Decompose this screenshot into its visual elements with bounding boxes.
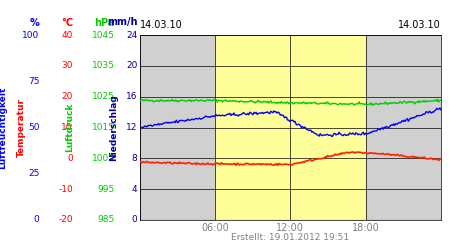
Text: 1045: 1045 — [92, 30, 115, 40]
Text: 1035: 1035 — [92, 61, 115, 70]
Text: 985: 985 — [98, 216, 115, 224]
Text: %: % — [30, 18, 40, 28]
Text: 12: 12 — [126, 123, 137, 132]
Text: Temperatur: Temperatur — [17, 98, 26, 157]
Text: 20: 20 — [62, 92, 73, 101]
Text: -10: -10 — [58, 185, 73, 194]
Text: 0: 0 — [131, 216, 137, 224]
Text: 8: 8 — [131, 154, 137, 163]
Text: 16: 16 — [126, 92, 137, 101]
Text: Erstellt: 19.01.2012 19:51: Erstellt: 19.01.2012 19:51 — [231, 234, 349, 242]
Text: 14.03.10: 14.03.10 — [398, 20, 441, 30]
Text: 0: 0 — [34, 216, 40, 224]
Text: Luftdruck: Luftdruck — [65, 103, 74, 152]
Text: 0: 0 — [67, 154, 73, 163]
Text: 24: 24 — [126, 30, 137, 40]
Text: 50: 50 — [28, 123, 40, 132]
Text: 40: 40 — [62, 30, 73, 40]
Text: 14.03.10: 14.03.10 — [140, 20, 182, 30]
Text: 100: 100 — [22, 30, 40, 40]
Text: 30: 30 — [61, 61, 73, 70]
Text: 995: 995 — [98, 185, 115, 194]
Text: mm/h: mm/h — [107, 18, 137, 28]
Text: -20: -20 — [58, 216, 73, 224]
Text: 1025: 1025 — [92, 92, 115, 101]
Text: 1005: 1005 — [92, 154, 115, 163]
Bar — [140, 35, 215, 220]
Text: 75: 75 — [28, 77, 40, 86]
Text: Luftfeuchtigkeit: Luftfeuchtigkeit — [0, 86, 7, 169]
Text: 25: 25 — [28, 169, 40, 178]
Text: 1015: 1015 — [92, 123, 115, 132]
Text: 4: 4 — [131, 185, 137, 194]
Text: Niederschlag: Niederschlag — [109, 94, 118, 161]
Text: °C: °C — [61, 18, 73, 28]
Bar — [365, 35, 441, 220]
Text: 20: 20 — [126, 61, 137, 70]
Text: 10: 10 — [61, 123, 73, 132]
Text: hPa: hPa — [94, 18, 115, 28]
Bar — [215, 35, 365, 220]
